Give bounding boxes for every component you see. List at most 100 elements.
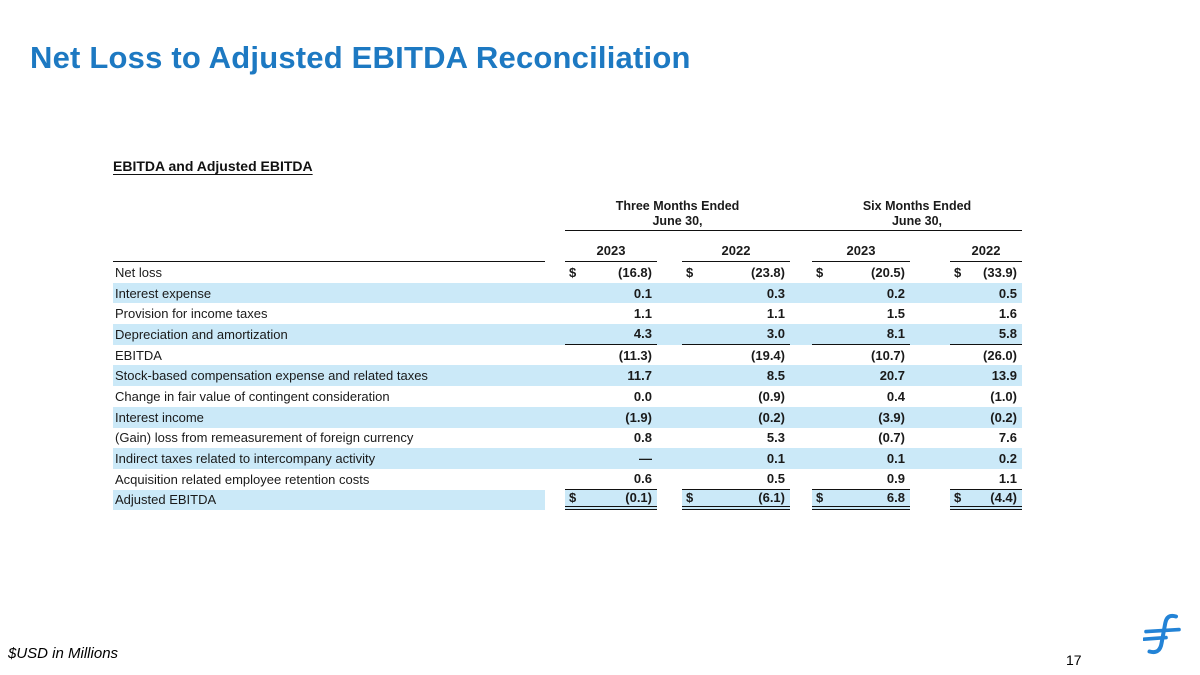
value: (11.3) [618,347,652,363]
table-heading: EBITDA and Adjusted EBITDA [113,158,313,174]
value-cell: 0.5 [950,282,1022,304]
gap [657,324,682,345]
value-cell: (1.0) [950,386,1022,407]
gap [545,406,565,428]
row-label: Interest income [113,406,545,428]
value: 1.1 [998,471,1017,487]
gap [790,365,812,387]
row-label: Net loss [115,264,162,280]
value-cell: (0.2) [950,406,1022,428]
value: (1.9) [625,409,652,425]
value-cell: $ (0.1) [565,489,657,511]
value: (4.4) [990,490,1017,506]
value-cell: 1.1 [950,469,1022,490]
group-header-line1: Three Months Ended [615,199,740,213]
value-cell: 5.8 [950,324,1022,345]
value-cell: 0.6 [565,469,657,490]
value: 7.6 [998,430,1017,446]
row-label: Depreciation and amortization [113,324,545,345]
value: (26.0) [983,347,1017,363]
gap [657,406,682,428]
value-cell: 0.2 [812,282,910,304]
value-cell: 8.1 [812,324,910,345]
units-footnote: $USD in Millions [8,645,119,662]
gap [910,303,950,324]
value-cell: 20.7 [812,365,910,387]
value-cell: 7.6 [950,428,1022,449]
currency-symbol: $ [569,264,577,280]
gap [545,490,565,511]
year-header: 2023 [565,239,657,262]
value: 0.0 [633,388,652,404]
gap [545,448,565,469]
gap [657,469,682,490]
value: 0.6 [633,471,652,487]
value: (10.7) [871,347,905,363]
value: 1.5 [886,306,905,322]
value: 0.1 [633,285,652,301]
value-cell: (26.0) [950,345,1022,366]
gap [910,282,950,304]
value: 0.2 [886,285,905,301]
value: 1.6 [998,306,1017,322]
value-cell: $ (23.8) [682,262,790,283]
column-group-header: Six Months Ended June 30, [812,196,1022,231]
gap [790,406,812,428]
value: (0.9) [758,388,785,404]
value-cell: $6.8 [812,489,910,511]
year-header: 2022 [950,239,1022,262]
gap [545,365,565,387]
value-cell: 1.1 [682,303,790,324]
gap [790,386,812,407]
gap [790,262,812,283]
value: 5.3 [766,430,785,446]
gap [790,239,812,262]
gap [910,448,950,469]
gap [545,386,565,407]
value: (20.5) [871,264,905,280]
value: 0.8 [633,430,652,446]
value: 0.9 [886,471,905,487]
value-cell: 3.0 [682,324,790,345]
year-header: 2023 [812,239,910,262]
value: 8.5 [766,368,785,384]
value: 11.7 [627,368,652,384]
group-header-spacer [113,196,565,231]
value: — [639,451,652,467]
gap [545,345,565,366]
value: 13.9 [991,368,1017,384]
gap [545,282,565,304]
row-label: Stock-based compensation expense and rel… [113,365,545,387]
value: (0.2) [990,409,1017,425]
row-label: Interest expense [113,282,545,304]
gap [657,365,682,387]
currency-symbol: $ [569,490,577,506]
value-cell: (0.9) [682,386,790,407]
row-label: Change in fair value of contingent consi… [115,388,390,404]
value: (19.4) [751,347,785,363]
value-cell: 1.1 [565,303,657,324]
value: 3.0 [766,326,785,342]
page-number: 17 [1066,652,1082,668]
value: (0.7) [878,430,905,446]
value-cell: 0.0 [565,386,657,407]
group-gap [790,196,812,231]
gap [910,262,950,283]
value: 6.8 [886,490,905,506]
value-cell: 0.5 [682,469,790,490]
value: (3.9) [878,409,905,425]
gap [790,345,812,366]
gap [545,262,565,283]
value: (1.0) [990,388,1017,404]
value-cell: 0.9 [812,469,910,490]
group-header-line2: June 30, [891,213,943,228]
value: 0.3 [766,285,785,301]
value: 0.4 [886,388,905,404]
gap [545,428,565,449]
row-label-column-header [113,239,545,262]
value-cell: 0.1 [565,282,657,304]
value-cell: (11.3) [565,345,657,366]
group-header-line2: June 30, [652,213,703,228]
currency-symbol: $ [954,264,962,280]
